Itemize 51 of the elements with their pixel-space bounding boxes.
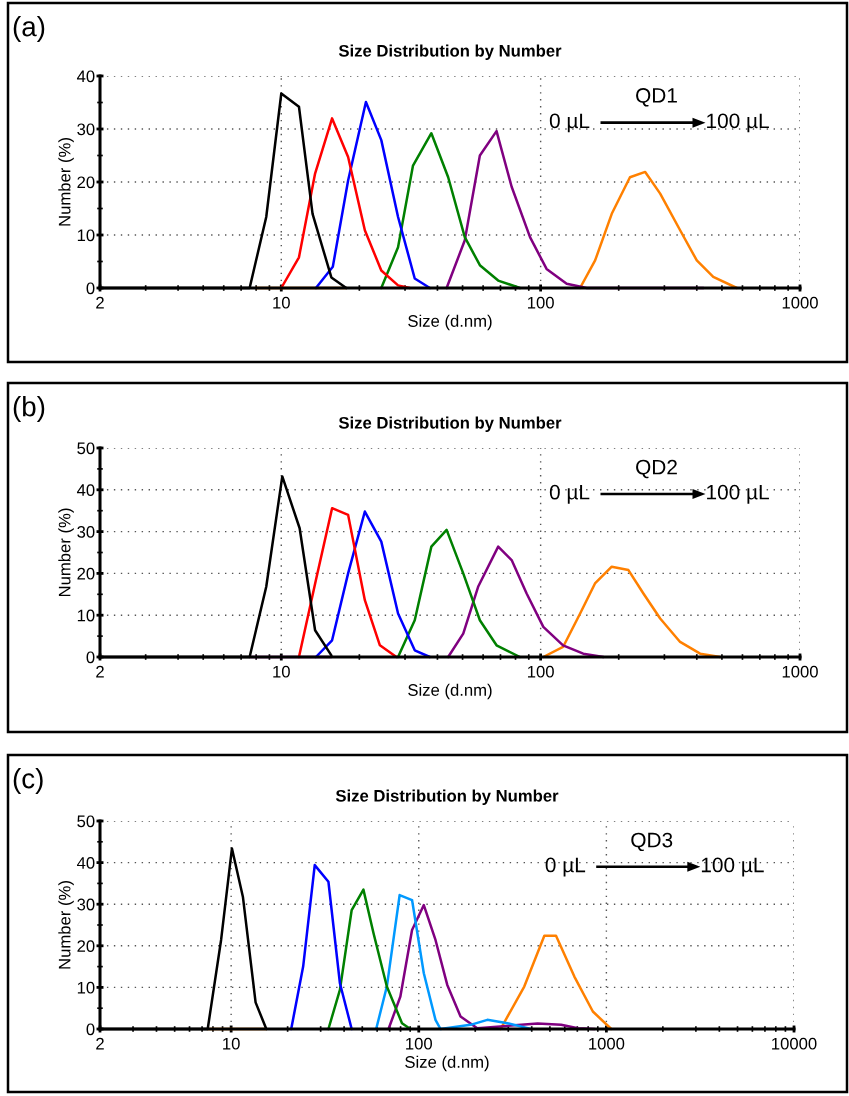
x-tick-label: 100 xyxy=(406,1037,433,1050)
y-tick-label: 20 xyxy=(77,176,95,189)
annotation: 0 µL xyxy=(545,857,586,877)
y-tick-label: 50 xyxy=(77,815,95,828)
x-tick-label: 1000 xyxy=(589,1037,625,1050)
x-axis-title: Size (d.nm) xyxy=(408,683,492,700)
annotation: 0 µL xyxy=(549,484,590,504)
x-tick-label: 2 xyxy=(96,665,104,678)
y-tick-label: 20 xyxy=(77,940,95,952)
x-tick-label: 10 xyxy=(223,1037,240,1050)
x-axis-title: Size (d.nm) xyxy=(408,314,492,331)
chart-title: Size Distribution by Number xyxy=(335,789,559,806)
x-tick-label: 2 xyxy=(96,1037,104,1050)
y-tick-label: 10 xyxy=(77,609,95,622)
y-tick-label: 50 xyxy=(77,442,95,455)
annotation: QD2 xyxy=(636,459,677,479)
x-tick-label: 100 xyxy=(528,665,554,678)
annotation: 100 µL xyxy=(701,857,764,877)
y-tick-label: 10 xyxy=(77,981,95,994)
y-tick-label: 0 xyxy=(86,282,95,295)
y-tick-label: 40 xyxy=(76,70,95,83)
x-tick-label: 10 xyxy=(273,665,290,678)
y-tick-label: 20 xyxy=(77,567,95,580)
y-tick-label: 40 xyxy=(76,857,95,869)
x-tick-label: 1000 xyxy=(782,296,818,309)
annotation: 100 µL xyxy=(707,484,769,504)
text: (a) xyxy=(13,16,45,42)
annotation: QD3 xyxy=(631,832,673,852)
annotation: QD1 xyxy=(636,88,677,107)
y-tick-label: 30 xyxy=(77,898,95,911)
y-tick-label: 30 xyxy=(77,526,95,538)
x-tick-label: 10000 xyxy=(772,1037,817,1050)
y-tick-label: 0 xyxy=(86,1023,95,1036)
y-tick-label: 10 xyxy=(77,229,95,242)
x-tick-label: 2 xyxy=(96,296,104,309)
annotation: 100 µL xyxy=(707,113,769,133)
y-tick-label: 30 xyxy=(77,123,95,136)
x-tick-label: 100 xyxy=(528,296,554,309)
annotation: 0 µL xyxy=(549,113,590,133)
chart-title: Size Distribution by Number xyxy=(338,44,562,61)
x-tick-label: 1000 xyxy=(782,665,818,678)
chart-title: Size Distribution by Number xyxy=(338,416,562,433)
text: (b) xyxy=(13,396,45,422)
y-axis-title: Number (%) xyxy=(58,508,74,597)
text: (c) xyxy=(13,768,43,794)
x-tick-label: 10 xyxy=(273,296,290,309)
y-tick-label: 40 xyxy=(76,484,95,496)
y-tick-label: 0 xyxy=(86,651,95,664)
x-axis-title: Size (d.nm) xyxy=(405,1055,489,1072)
y-axis-title: Number (%) xyxy=(58,881,74,969)
y-axis-title: Number (%) xyxy=(58,138,74,226)
